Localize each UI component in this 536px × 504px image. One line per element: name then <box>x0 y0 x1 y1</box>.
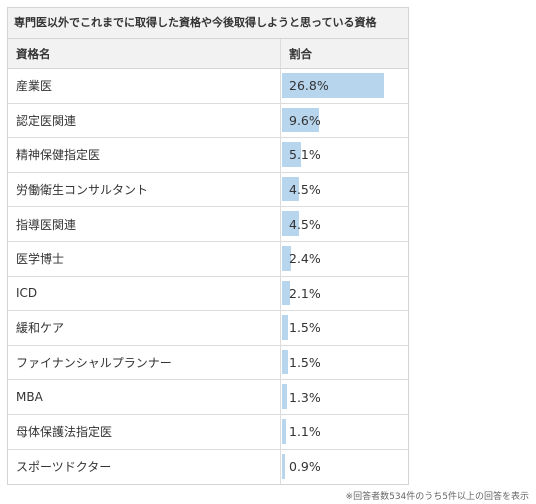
share-cell: 26.8% <box>281 69 408 103</box>
share-bar <box>282 280 290 306</box>
share-bar <box>282 384 287 409</box>
table-row: ICD 2.1% <box>8 276 408 312</box>
footnote: ※回答者数534件のうち5件以上の回答を表示 <box>345 492 529 502</box>
share-bar <box>282 142 302 167</box>
share-bar <box>282 349 288 375</box>
share-cell: 4.5% <box>281 207 408 241</box>
share-bar <box>282 453 286 480</box>
share-bar <box>282 418 287 444</box>
table-row: スポーツドクター 0.9% <box>8 449 408 485</box>
share-value: 0.9% <box>289 459 321 475</box>
share-bar <box>282 107 319 133</box>
share-bar <box>282 211 300 236</box>
share-value: 2.1% <box>289 285 321 301</box>
share-cell: 0.9% <box>281 450 408 485</box>
header-name: 資格名 <box>8 39 281 68</box>
share-value: 4.5% <box>289 182 321 198</box>
share-bar <box>282 73 384 98</box>
qualification-name: 産業医 <box>8 69 281 103</box>
table-row: 認定医関連 9.6% <box>8 103 408 139</box>
table-body: 産業医 26.8% 認定医関連 9.6% 精神保健指定医 5.1% 労働衛生コンサルタント 4… <box>8 69 408 485</box>
share-value: 5.1% <box>289 147 321 163</box>
qualification-table: 専門医以外でこれまでに取得した資格や今後取得しようと思っている資格 資格名 割合… <box>7 7 409 486</box>
share-cell: 1.5% <box>281 311 408 345</box>
qualification-name: ICD <box>8 276 281 311</box>
share-value: 26.8% <box>289 78 329 94</box>
qualification-name: スポーツドクター <box>8 449 281 485</box>
share-value: 1.3% <box>289 389 321 405</box>
qualification-name: 緩和ケア <box>8 311 281 345</box>
table-row: 母体保護法指定医 1.1% <box>8 414 408 450</box>
share-cell: 2.4% <box>281 242 408 276</box>
table-row: 緩和ケア 1.5% <box>8 311 408 346</box>
table-row: 産業医 26.8% <box>8 69 408 104</box>
table-row: MBA 1.3% <box>8 380 408 415</box>
qualification-name: 精神保健指定医 <box>8 138 281 172</box>
share-bar <box>282 315 288 340</box>
share-value: 1.5% <box>289 355 321 371</box>
qualification-name: MBA <box>8 380 281 414</box>
share-cell: 2.1% <box>281 277 408 311</box>
share-cell: 1.1% <box>281 415 408 449</box>
share-cell: 4.5% <box>281 173 408 207</box>
table-row: 精神保健指定医 5.1% <box>8 138 408 173</box>
table-header-row: 資格名 割合 <box>8 39 408 69</box>
table-caption: 専門医以外でこれまでに取得した資格や今後取得しようと思っている資格 <box>8 8 408 39</box>
share-cell: 5.1% <box>281 138 408 172</box>
table-row: 医学博士 2.4% <box>8 241 408 277</box>
share-bar <box>282 176 300 202</box>
table-row: ファイナンシャルプランナー 1.5% <box>8 345 408 381</box>
share-value: 2.4% <box>289 251 321 267</box>
qualification-name: 労働衛生コンサルタント <box>8 172 281 207</box>
share-value: 9.6% <box>289 112 321 128</box>
share-value: 1.5% <box>289 320 321 336</box>
share-value: 1.1% <box>289 424 321 440</box>
share-cell: 1.3% <box>281 380 408 414</box>
share-cell: 1.5% <box>281 346 408 380</box>
share-value: 4.5% <box>289 216 321 232</box>
table-row: 労働衛生コンサルタント 4.5% <box>8 172 408 208</box>
qualification-name: 指導医関連 <box>8 207 281 241</box>
qualification-name: ファイナンシャルプランナー <box>8 345 281 380</box>
qualification-name: 医学博士 <box>8 241 281 276</box>
table-row: 指導医関連 4.5% <box>8 207 408 242</box>
qualification-name: 母体保護法指定医 <box>8 414 281 449</box>
qualification-name: 認定医関連 <box>8 103 281 138</box>
share-bar <box>282 245 292 271</box>
header-share: 割合 <box>289 46 312 61</box>
share-cell: 9.6% <box>281 104 408 138</box>
